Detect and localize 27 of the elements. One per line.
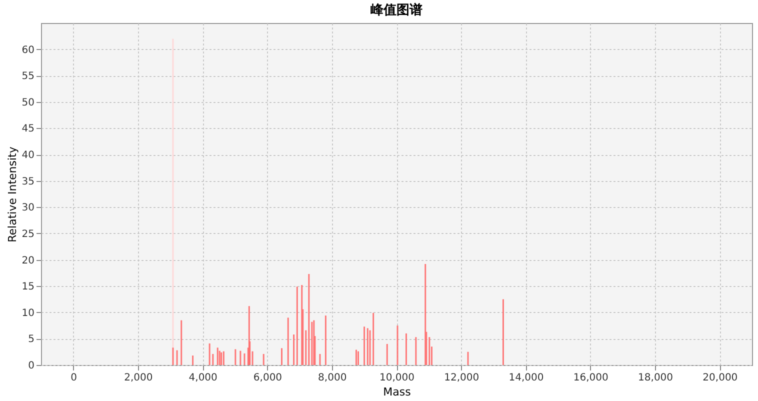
y-tick-label: 40 [22,150,34,162]
y-tick-label: 55 [22,71,34,82]
y-axis-title: Relative Intensity [6,146,19,242]
x-axis-title: Mass [383,386,412,398]
y-tick-label: 45 [22,124,34,135]
y-tick-label: 5 [28,334,34,346]
x-tick-label: 2,000 [124,372,153,384]
y-tick-label: 50 [22,97,34,108]
y-tick-label: 30 [22,202,34,214]
y-tick-label: 10 [22,308,34,319]
y-tick-label: 25 [22,228,34,240]
chart-title: 峰值图谱 [370,2,422,18]
x-tick-label: 18,000 [638,372,674,384]
y-tick-label: 0 [28,360,34,372]
x-tick-label: 12,000 [444,372,480,384]
y-tick-label: 20 [22,255,34,266]
x-tick-label: 10,000 [380,372,414,384]
y-tick-label: 35 [22,176,34,188]
y-tick-label: 15 [22,282,34,293]
x-tick-label: 4,000 [188,372,218,384]
x-tick-label: 6,000 [253,372,282,384]
x-tick-label: 14,000 [508,372,544,384]
x-tick-label: 16,000 [573,372,608,384]
x-tick-label: 20,000 [702,372,738,384]
x-tick-label: 0 [70,372,78,384]
y-tick-label: 60 [22,44,34,56]
x-tick-label: 8,000 [318,372,347,384]
